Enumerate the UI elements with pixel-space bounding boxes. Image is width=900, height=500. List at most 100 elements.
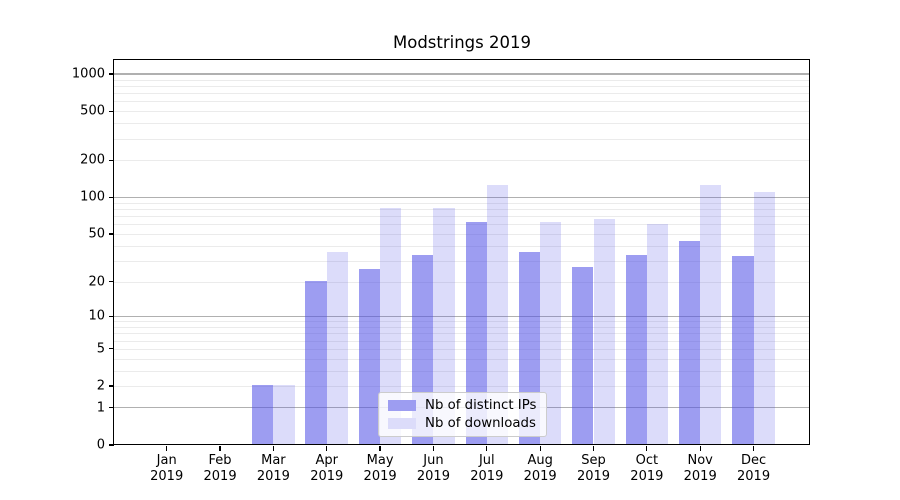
minor-gridline-500 (114, 111, 809, 113)
y-tick-label-2: 2 (96, 378, 105, 394)
x-tick-label-line: Feb (208, 453, 232, 468)
minor-gridline-40 (114, 245, 809, 247)
x-tick-label-line: Aug (527, 453, 553, 468)
bar-distinct-ips-dec-2019 (732, 256, 754, 444)
x-tick-label-line: 2019 (203, 469, 237, 484)
legend-entry-downloads: Nb of downloads (388, 416, 546, 431)
minor-gridline-600 (114, 101, 809, 103)
x-tick-label-line: Jan (156, 453, 177, 468)
minor-gridline-90 (114, 202, 809, 204)
x-tick-label-may-2019: May 2019 (350, 453, 410, 485)
y-tick-10 (108, 315, 114, 317)
bar-distinct-ips-may-2019 (358, 269, 381, 444)
x-tick-label-aug-2019: Aug 2019 (510, 453, 570, 485)
x-tick-label-line: Jul (478, 453, 495, 468)
bar-distinct-ips-nov-2019 (678, 240, 701, 444)
minor-gridline-4 (114, 358, 809, 360)
x-tick-jul-2019 (486, 446, 488, 451)
minor-gridline-70 (114, 216, 809, 218)
x-tick-sep-2019 (592, 446, 595, 451)
x-tick-mar-2019 (272, 446, 275, 451)
x-tick-label-line: Oct (635, 453, 659, 468)
y-tick-2 (108, 385, 114, 387)
minor-gridline-30 (114, 260, 809, 262)
bar-distinct-ips-mar-2019 (252, 385, 274, 444)
minor-gridline-700 (114, 93, 809, 95)
minor-gridline-20 (114, 281, 809, 283)
x-tick-label-line: May (366, 453, 394, 468)
x-tick-label-feb-2019: Feb 2019 (190, 453, 250, 485)
y-tick-label-5: 5 (96, 341, 105, 357)
x-tick-label-line: Nov (687, 453, 713, 468)
y-tick-label-50: 50 (88, 226, 105, 242)
minor-gridline-5 (114, 348, 809, 350)
bar-distinct-ips-jul-2019 (465, 222, 487, 444)
bar-downloads-aug-2019 (540, 222, 562, 444)
minor-gridline-3 (114, 370, 809, 372)
minor-gridline-8 (114, 327, 809, 328)
x-tick-label-line: Dec (740, 453, 767, 468)
x-tick-apr-2019 (326, 446, 328, 451)
y-tick-20 (108, 280, 114, 283)
y-tick-label-1: 1 (96, 400, 105, 416)
x-tick-aug-2019 (539, 446, 541, 451)
x-tick-label-sep-2019: Sep 2019 (564, 453, 624, 485)
bar-downloads-nov-2019 (700, 184, 722, 444)
y-tick-100 (108, 196, 114, 198)
minor-gridline-60 (114, 224, 809, 226)
chart-title: Modstrings 2019 (392, 33, 531, 52)
x-tick-label-line: 2019 (310, 469, 344, 484)
bar-distinct-ips-apr-2019 (305, 280, 327, 444)
x-tick-label-mar-2019: Mar 2019 (243, 453, 303, 485)
x-tick-label-line: 2019 (630, 469, 664, 484)
major-gridline-1000 (114, 73, 809, 75)
minor-gridline-50 (114, 233, 809, 235)
legend-swatch-downloads (388, 418, 416, 429)
x-tick-label-line: Apr (315, 453, 339, 468)
x-tick-dec-2019 (752, 446, 755, 451)
x-tick-label-line: Sep (581, 453, 606, 468)
x-tick-label-jul-2019: Jul 2019 (457, 453, 517, 485)
minor-gridline-900 (114, 79, 809, 81)
y-tick-label-200: 200 (80, 152, 105, 168)
x-tick-label-line: Mar (261, 453, 286, 468)
y-tick-label-0: 0 (96, 437, 105, 453)
bar-downloads-mar-2019 (273, 385, 295, 444)
bar-downloads-jun-2019 (433, 208, 455, 444)
plot-area (113, 59, 810, 445)
y-tick-label-100: 100 (80, 189, 105, 205)
x-tick-jun-2019 (432, 446, 435, 451)
minor-gridline-6 (114, 340, 809, 342)
bar-distinct-ips-sep-2019 (572, 267, 594, 444)
y-tick-500 (108, 110, 114, 112)
bar-downloads-may-2019 (380, 208, 402, 444)
minor-gridline-300 (114, 138, 809, 140)
y-tick-0 (108, 444, 114, 446)
minor-gridline-800 (114, 85, 809, 87)
x-tick-label-jun-2019: Jun 2019 (403, 453, 463, 485)
minor-gridline-80 (114, 209, 809, 211)
y-tick-1000 (108, 73, 114, 75)
y-tick-label-10: 10 (88, 308, 105, 324)
major-gridline-10 (114, 315, 809, 317)
y-tick-label-1000: 1000 (71, 66, 105, 82)
bar-downloads-dec-2019 (753, 192, 775, 444)
x-tick-label-line: Jun (423, 453, 444, 468)
legend-entry-distinct-ips: Nb of distinct IPs (388, 398, 546, 413)
x-tick-label-nov-2019: Nov 2019 (670, 453, 730, 485)
x-tick-label-dec-2019: Dec 2019 (724, 453, 784, 485)
y-tick-5 (108, 348, 114, 350)
bar-downloads-jul-2019 (486, 184, 509, 444)
minor-gridline-7 (114, 333, 809, 335)
x-tick-label-line: 2019 (256, 469, 290, 484)
x-tick-label-line: 2019 (150, 469, 184, 484)
y-tick-200 (108, 159, 114, 161)
bar-downloads-oct-2019 (646, 224, 669, 444)
x-tick-may-2019 (379, 446, 381, 451)
y-tick-label-20: 20 (88, 274, 105, 289)
y-tick-label-500: 500 (80, 103, 105, 119)
x-tick-oct-2019 (646, 446, 648, 451)
x-tick-feb-2019 (219, 446, 221, 451)
x-tick-label-jan-2019: Jan 2019 (137, 453, 197, 485)
